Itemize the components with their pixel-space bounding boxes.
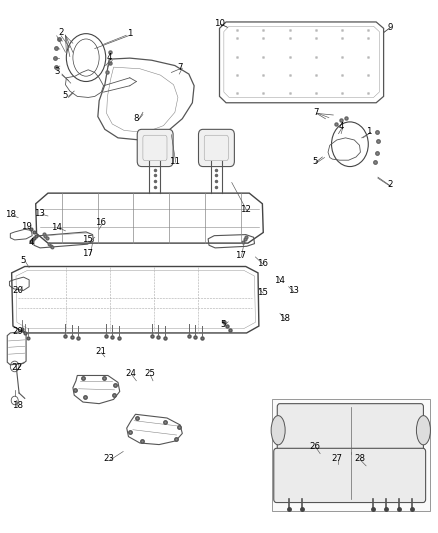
Text: 2: 2 [387,180,392,189]
Text: 1: 1 [366,127,371,136]
Text: 18: 18 [12,401,23,410]
Ellipse shape [416,416,429,445]
Text: 14: 14 [274,276,285,285]
FancyBboxPatch shape [272,399,428,511]
Text: 5: 5 [311,157,317,166]
Text: 10: 10 [213,19,225,28]
Text: 4: 4 [106,53,112,62]
Text: 27: 27 [331,455,342,463]
Text: 24: 24 [125,369,136,378]
FancyBboxPatch shape [277,403,423,457]
Text: 9: 9 [387,23,392,32]
Text: 19: 19 [21,222,32,231]
Text: 8: 8 [133,114,139,123]
Text: 14: 14 [51,223,62,232]
Text: 4: 4 [28,238,34,247]
Text: 2: 2 [58,28,64,37]
Text: 16: 16 [256,259,267,268]
Ellipse shape [271,416,285,445]
Text: 29: 29 [12,327,23,336]
Text: 23: 23 [103,455,114,463]
FancyBboxPatch shape [198,130,234,166]
Text: 18: 18 [278,314,289,323]
Text: 22: 22 [12,363,23,372]
Text: 17: 17 [81,249,92,259]
FancyBboxPatch shape [273,448,425,503]
Text: 25: 25 [144,369,155,378]
Text: 13: 13 [34,209,45,218]
Text: 17: 17 [234,252,245,260]
Text: 5: 5 [63,91,68,100]
Text: 20: 20 [13,286,24,295]
Text: 4: 4 [338,122,343,131]
Text: 7: 7 [177,63,183,71]
Text: 21: 21 [95,347,106,356]
Text: 15: 15 [81,236,92,245]
Text: 15: 15 [256,287,267,296]
Text: 18: 18 [5,210,16,219]
Text: 1: 1 [127,29,132,38]
Text: 3: 3 [54,68,59,76]
Text: 12: 12 [240,205,251,214]
Text: 28: 28 [353,455,364,463]
Text: 5: 5 [220,320,225,329]
Text: 7: 7 [312,108,318,117]
Text: 13: 13 [287,286,298,295]
Text: 16: 16 [95,219,106,228]
Text: 5: 5 [21,256,26,264]
Text: 26: 26 [309,442,320,451]
Text: 11: 11 [169,157,180,166]
FancyBboxPatch shape [137,130,173,166]
